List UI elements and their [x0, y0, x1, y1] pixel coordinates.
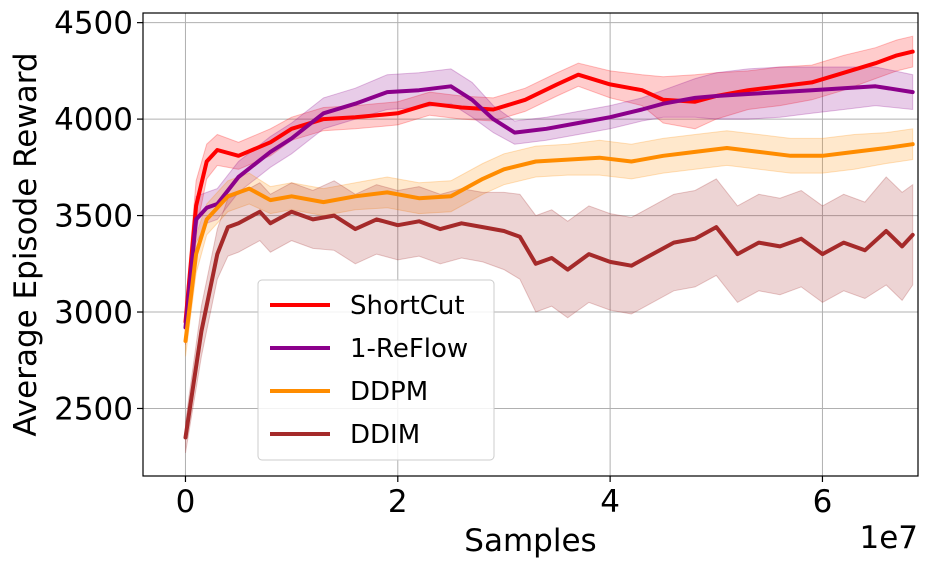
x-tick-label: 6 — [813, 484, 833, 520]
line-1-reflow — [183, 84, 915, 330]
legend-label-ddim: DDIM — [350, 420, 420, 450]
y-tick-label: 2500 — [54, 391, 133, 427]
line-shortcut — [183, 49, 915, 324]
axis-ticks: 0 2 4 6 2500 3000 3500 4000 4500 — [54, 6, 832, 520]
band-ddpm — [185, 128, 914, 357]
y-tick-label: 3500 — [54, 199, 133, 235]
series-lines — [183, 49, 915, 440]
legend-label-shortcut: ShortCut — [350, 291, 465, 321]
line-ddpm — [183, 142, 915, 343]
band-shortcut — [185, 35, 914, 338]
y-tick-label: 3000 — [54, 295, 133, 331]
x-tick-label: 4 — [600, 484, 620, 520]
y-tick-label: 4500 — [54, 6, 133, 42]
y-axis-label: Average Episode Reward — [8, 52, 44, 436]
x-tick-label: 2 — [388, 484, 408, 520]
plot-area-frame — [142, 12, 919, 477]
x-axis-offset-label: 1e7 — [859, 520, 918, 556]
x-tick-label: 0 — [176, 484, 196, 520]
legend-box — [257, 279, 495, 461]
legend: ShortCut 1-ReFlow DDPM DDIM — [257, 279, 495, 461]
line-ddim — [183, 209, 915, 440]
y-tick-label: 4000 — [54, 102, 133, 138]
x-axis-label: Samples — [464, 523, 596, 559]
legend-label-1-reflow: 1-ReFlow — [350, 334, 468, 364]
legend-label-ddpm: DDPM — [350, 377, 428, 407]
